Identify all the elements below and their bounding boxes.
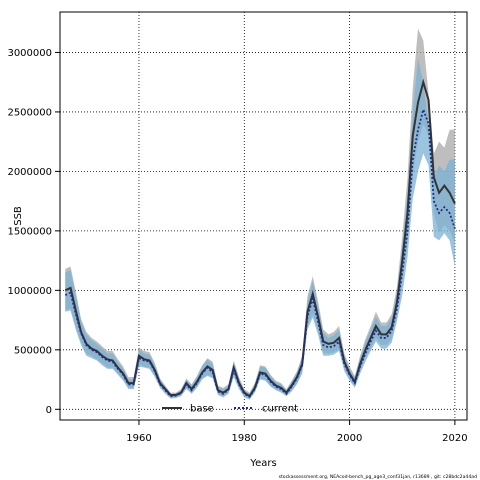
base-confidence-band xyxy=(65,28,455,399)
x-tick-label: 2020 xyxy=(442,433,467,444)
legend: base current xyxy=(162,404,298,415)
y-tick-label: 3000000 xyxy=(7,48,52,59)
x-axis-ticks: 1960 1980 2000 2020 xyxy=(126,420,468,444)
y-axis-title: SSB xyxy=(13,206,24,226)
confidence-bands xyxy=(65,28,455,400)
legend-label-base: base xyxy=(190,404,214,415)
base-line xyxy=(64,78,456,398)
current-line xyxy=(64,106,456,398)
y-tick-label: 2500000 xyxy=(7,107,52,118)
x-axis-title: Years xyxy=(249,458,276,469)
footnote: stockassessment.org, NEAcod-bench_pg_age… xyxy=(279,474,478,480)
plot-frame xyxy=(59,11,468,421)
y-axis-ticks: 0 500000 1000000 1500000 2000000 2500000 30000… xyxy=(7,48,60,416)
x-tick-label: 1960 xyxy=(126,433,151,444)
y-tick-label: 1000000 xyxy=(7,286,52,297)
series-lines xyxy=(64,78,456,398)
y-tick-label: 2000000 xyxy=(7,167,52,178)
legend-label-current: current xyxy=(262,404,298,415)
x-tick-label: 1980 xyxy=(232,433,257,444)
y-tick-label: 1500000 xyxy=(7,226,52,237)
y-tick-label: 500000 xyxy=(14,345,52,356)
x-tick-label: 2000 xyxy=(337,433,362,444)
current-confidence-band xyxy=(65,58,455,400)
y-tick-label: 0 xyxy=(46,405,52,416)
